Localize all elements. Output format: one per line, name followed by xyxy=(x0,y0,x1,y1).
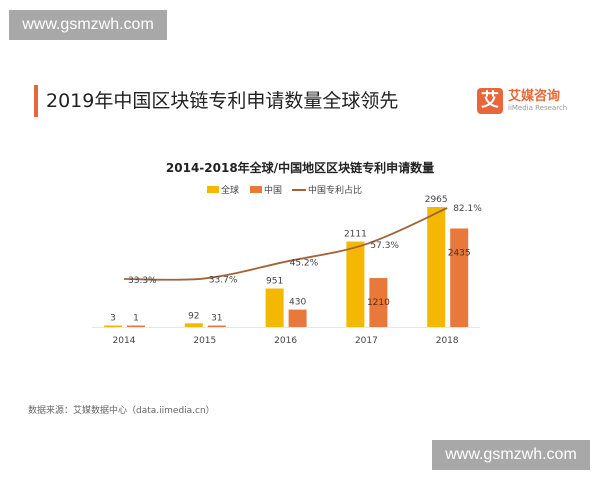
logo-mark: 艾 xyxy=(477,88,503,114)
page-title: 2019年中国区块链专利申请数量全球领先 xyxy=(46,90,399,112)
x-tick-label: 2016 xyxy=(274,336,297,346)
bar-china xyxy=(288,309,307,327)
data-label-china: 430 xyxy=(289,298,306,308)
logo: 艾 艾媒咨询 iiMedia Research xyxy=(477,88,567,114)
data-label-ratio: 82.1% xyxy=(453,204,482,214)
bar-china xyxy=(450,228,469,327)
bar-global xyxy=(265,288,284,327)
data-label-china: 1 xyxy=(133,314,139,324)
legend-label-china: 中国 xyxy=(264,184,282,196)
bar-global xyxy=(104,325,122,327)
data-label-global: 2965 xyxy=(425,195,448,205)
bar-china xyxy=(207,325,226,327)
data-label-china: 2435 xyxy=(448,248,471,258)
data-label-china: 31 xyxy=(211,314,222,324)
watermark: www.gsmzwh.com xyxy=(432,440,590,470)
x-tick-label: 2018 xyxy=(436,336,459,346)
legend-label-ratio: 中国专利占比 xyxy=(308,184,362,196)
chart-title: 2014-2018年全球/中国地区区块链专利申请数量 xyxy=(166,160,434,175)
data-label-china: 1210 xyxy=(367,298,390,308)
x-tick-label: 2015 xyxy=(193,336,216,346)
source-note: 数据来源：艾媒数据中心（data.iimedia.cn） xyxy=(28,406,215,416)
logo-name-cn: 艾媒咨询 xyxy=(508,88,561,104)
data-label-ratio: 33.3% xyxy=(128,276,157,286)
legend-label-global: 全球 xyxy=(221,184,239,196)
ratio-line xyxy=(123,207,448,281)
bar-global xyxy=(184,323,203,327)
data-label-ratio: 45.2% xyxy=(290,259,319,269)
bar-global xyxy=(427,207,446,327)
title-accent-bar xyxy=(34,85,38,117)
bar-global xyxy=(346,241,365,327)
x-tick-label: 2017 xyxy=(355,336,378,346)
data-label-global: 951 xyxy=(266,277,283,287)
bar-china xyxy=(127,325,145,327)
legend-swatch-global xyxy=(207,186,219,193)
logo-name-en: iiMedia Research xyxy=(508,103,568,112)
data-label-global: 92 xyxy=(188,311,199,321)
data-label-global: 2111 xyxy=(344,230,367,240)
data-label-global: 3 xyxy=(110,314,116,324)
data-label-ratio: 33.7% xyxy=(209,275,238,285)
legend: 全球 中国 中国专利占比 xyxy=(207,184,362,196)
bar-china xyxy=(369,278,388,327)
x-tick-label: 2014 xyxy=(113,336,136,346)
legend-swatch-china xyxy=(250,186,262,193)
watermark: www.gsmzwh.com xyxy=(9,10,167,40)
data-label-ratio: 57.3% xyxy=(370,241,399,251)
